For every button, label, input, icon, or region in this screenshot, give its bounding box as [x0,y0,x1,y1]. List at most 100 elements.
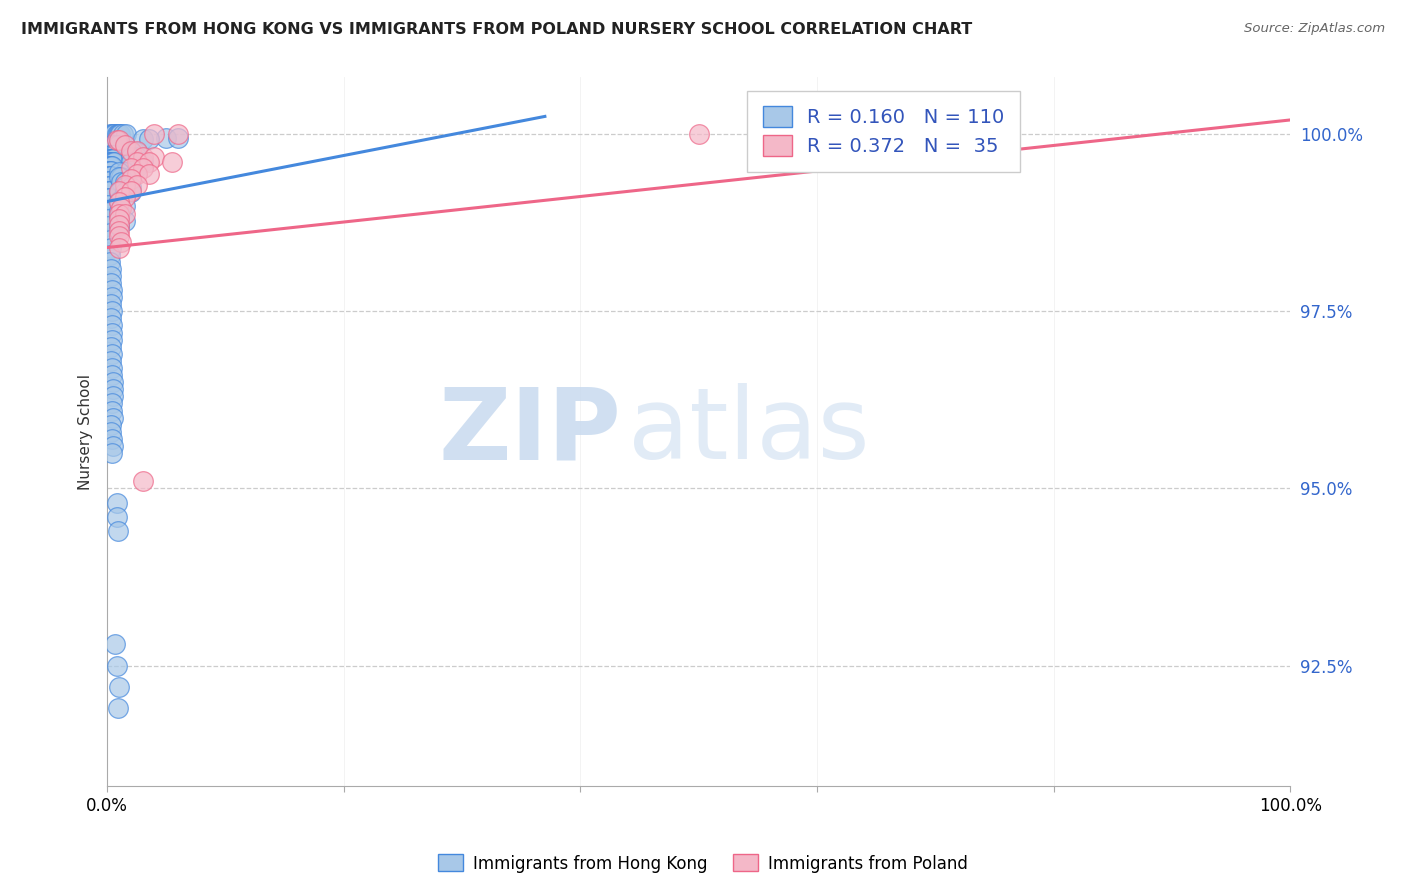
Point [101,432,124,446]
Point [114,179,136,194]
Text: Source: ZipAtlas.com: Source: ZipAtlas.com [1244,22,1385,36]
Point [101,333,124,347]
Point [98,164,121,178]
Point [125,178,148,193]
Point [110,175,132,189]
Point [101,127,124,141]
Point [114,189,136,203]
Point [97,198,120,212]
Point [125,160,148,174]
Point [120,161,142,176]
Point [98,247,121,261]
Point [100,261,122,276]
Point [108,195,131,210]
Point [97,191,120,205]
Point [101,382,124,396]
Point [98,254,121,268]
Legend: Immigrants from Hong Kong, Immigrants from Poland: Immigrants from Hong Kong, Immigrants fr… [432,847,974,880]
Point [101,347,124,361]
Point [104,637,127,651]
Point [101,361,124,376]
Point [138,155,160,169]
Point [111,127,134,141]
Point [101,283,124,297]
Point [120,184,142,198]
Point [101,389,124,403]
Point [143,127,166,141]
Point [101,127,124,141]
Point [114,138,136,153]
Point [108,204,131,219]
Point [108,240,131,254]
Point [107,524,129,538]
Point [100,417,122,432]
Point [97,184,120,198]
Point [101,137,124,152]
Point [101,148,124,162]
Point [131,154,153,169]
Point [105,496,128,510]
Point [120,179,142,194]
Point [101,159,124,173]
Point [108,219,131,234]
Point [100,159,122,173]
Point [167,127,190,141]
Point [131,150,153,164]
Point [114,199,136,213]
Point [160,155,183,169]
Point [688,127,710,141]
Point [105,133,128,147]
Point [125,144,148,158]
Point [101,375,124,389]
Point [114,175,136,189]
Point [114,178,136,193]
Point [108,127,131,141]
Text: ZIP: ZIP [439,384,621,480]
Point [108,212,131,227]
Point [101,446,124,460]
Point [120,150,142,164]
Point [100,169,122,183]
Point [100,340,122,354]
Point [100,152,122,166]
Point [114,164,136,178]
Point [101,290,124,304]
Point [108,164,131,178]
Point [100,268,122,283]
Point [101,403,124,417]
Point [100,148,122,162]
Point [100,276,122,290]
Point [108,194,131,209]
Point [97,159,120,173]
Point [167,130,190,145]
Point [101,439,124,453]
Point [138,167,160,181]
Point [98,227,121,241]
Point [100,155,122,169]
Point [97,152,120,166]
Point [103,127,125,141]
Point [97,219,120,234]
Point [108,127,131,141]
Point [155,130,177,145]
Point [107,127,129,141]
Point [138,132,160,146]
Point [120,154,142,169]
Point [100,425,122,439]
Legend: R = 0.160   N = 110, R = 0.372   N =  35: R = 0.160 N = 110, R = 0.372 N = 35 [747,91,1021,172]
Point [101,410,124,425]
Point [115,127,138,141]
Point [131,161,153,176]
Point [101,152,124,166]
Point [120,185,142,199]
Point [98,159,121,173]
Point [131,475,153,489]
Point [125,150,148,164]
Point [108,184,131,198]
Point [97,164,120,178]
Point [101,368,124,383]
Point [98,178,121,193]
Point [100,164,122,178]
Point [108,680,131,694]
Point [101,318,124,333]
